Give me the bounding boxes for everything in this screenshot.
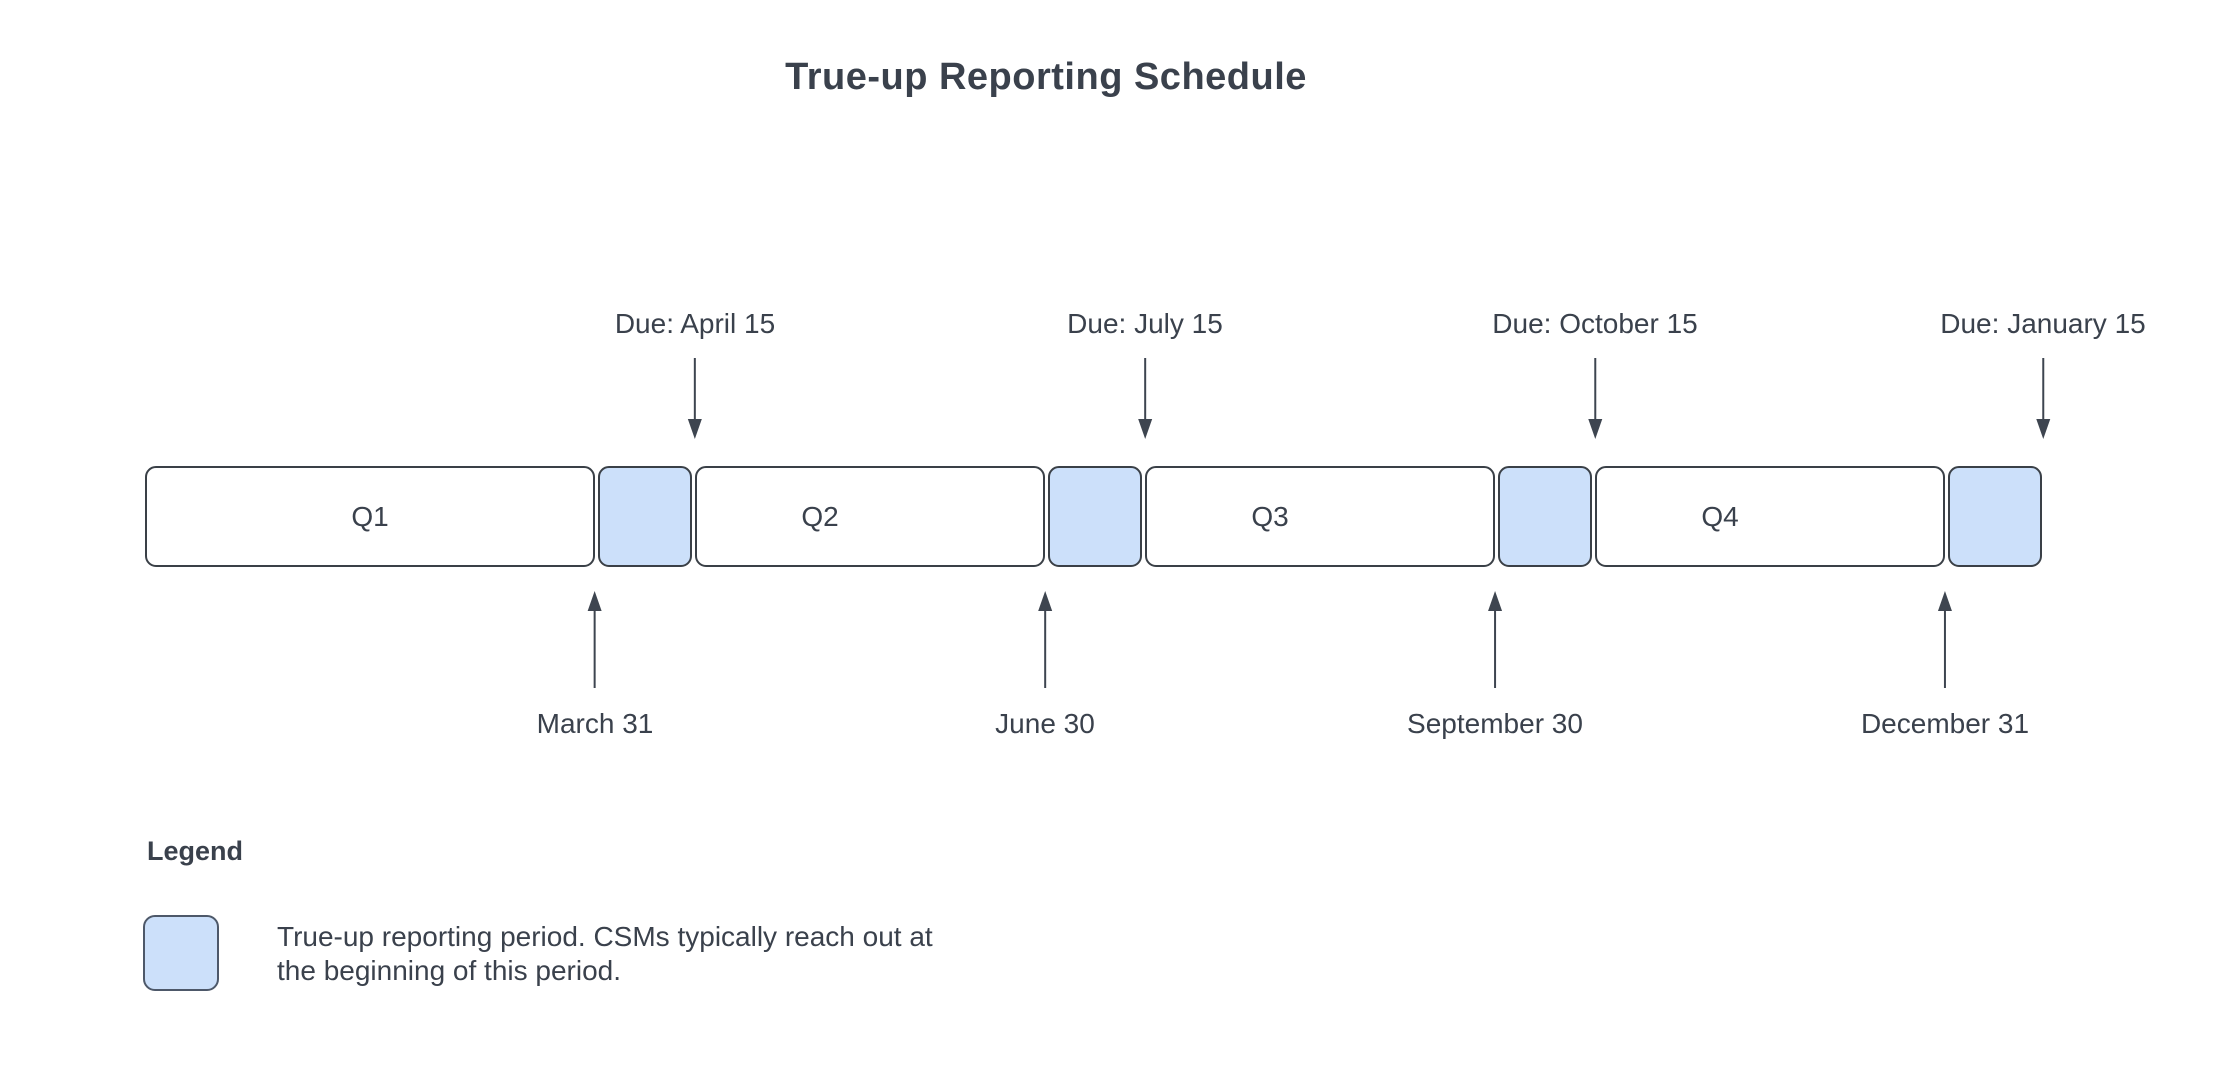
arrow-up-icon (1037, 591, 1052, 688)
trueup-period-segment (598, 466, 692, 567)
trueup-period-swatch (143, 915, 219, 991)
quarter-end-label: March 31 (536, 708, 654, 739)
due-marker-q1: Due: April 15 (615, 308, 775, 440)
quarter-end-label: June 30 (995, 708, 1095, 739)
due-label: Due: July 15 (1067, 308, 1223, 339)
legend-title: Legend (147, 836, 244, 866)
due-label: Due: April 15 (614, 308, 776, 339)
quarter-label: Q4 (1701, 500, 1739, 532)
legend-description-line: the beginning of this period. (277, 955, 622, 986)
quarter-end-label: December 31 (1860, 708, 2030, 739)
page-title: True-up Reporting Schedule (785, 56, 1307, 98)
arrow-up-icon (1938, 591, 1952, 688)
quarter-end-marker-q3: September 30 (1407, 590, 1583, 740)
trueup-period-segment (1498, 466, 1592, 567)
due-marker-q2: Due: July 15 (1067, 308, 1223, 440)
due-label: Due: January 15 (1940, 308, 2146, 339)
quarter-end-label: September 30 (1407, 708, 1583, 739)
quarter-label: Q1 (351, 500, 389, 532)
legend-description: True-up reporting period. CSMs typically… (277, 920, 933, 988)
trueup-period-segment (1948, 466, 2042, 567)
quarter-end-marker-q4: December 31 (1861, 590, 2029, 740)
trueup-period-segment (1048, 466, 1142, 567)
due-marker-q4: Due: January 15 (1940, 308, 2146, 440)
quarter-segment-q1 (145, 466, 595, 567)
quarter-label: Q3 (1251, 500, 1289, 532)
legend-description-line: True-up reporting period. CSMs typically… (277, 921, 933, 952)
arrow-down-icon (1587, 358, 1602, 439)
quarter-end-marker-q1: March 31 (536, 590, 654, 740)
arrow-down-icon (687, 358, 702, 439)
quarter-segment-q4 (1595, 466, 1945, 567)
quarter-segment-q3 (1145, 466, 1495, 567)
arrow-up-icon (1487, 591, 1502, 688)
arrow-down-icon (2036, 358, 2050, 439)
arrow-down-icon (1137, 358, 1152, 439)
due-label: Due: October 15 (1492, 308, 1698, 339)
arrow-up-icon (588, 591, 602, 688)
quarter-end-marker-q2: June 30 (995, 590, 1095, 740)
timeline-bar: Q1 Q2 Q3 Q4 (145, 466, 2045, 567)
quarter-segment-q2 (695, 466, 1045, 567)
due-marker-q3: Due: October 15 (1492, 308, 1698, 440)
quarter-label: Q2 (801, 500, 839, 532)
